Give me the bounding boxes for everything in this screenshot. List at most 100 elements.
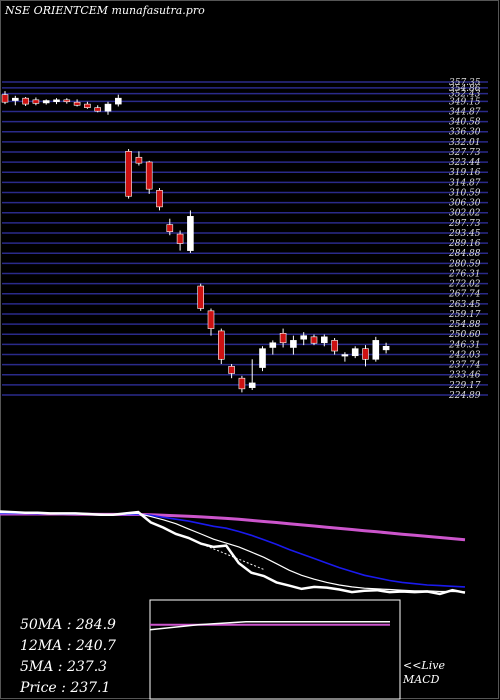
candle <box>207 308 215 336</box>
price-label: 314.87 <box>449 178 481 188</box>
legend-ma50: 50MA : 284.9 <box>20 617 116 633</box>
macd-line <box>149 621 390 631</box>
candle <box>135 151 143 166</box>
candle-body <box>135 156 143 164</box>
price-label: 340.58 <box>449 118 481 128</box>
moving-average-panel <box>0 510 466 596</box>
candle <box>248 359 256 391</box>
price-label: 293.45 <box>448 229 481 239</box>
candle-body <box>341 354 349 357</box>
candle-body <box>362 348 369 360</box>
price-label: 344.87 <box>449 107 481 117</box>
price-label: 319.16 <box>449 168 481 178</box>
price-label: 354.86 <box>449 84 481 94</box>
candle-body <box>104 103 112 112</box>
candle-body <box>228 366 235 374</box>
candle <box>300 332 308 346</box>
price-label: 233.46 <box>448 371 481 381</box>
chart-title: NSE ORIENTCEM munafasutra.pro <box>4 4 205 17</box>
candle <box>94 105 101 113</box>
candle <box>269 340 277 355</box>
candle-body <box>279 333 287 344</box>
price-label: 229.17 <box>448 381 481 391</box>
candle <box>238 375 246 393</box>
price-label: 237.74 <box>448 361 481 371</box>
price-label: 263.45 <box>448 300 481 310</box>
price-label: 284.88 <box>448 249 481 259</box>
price-label: 280.59 <box>448 259 481 269</box>
candle <box>341 352 349 362</box>
candle-body <box>53 99 60 103</box>
price-line <box>0 510 466 596</box>
price-label: 276.31 <box>448 269 481 279</box>
candle <box>12 95 19 106</box>
price-label: 254.88 <box>448 320 481 330</box>
candle-body <box>187 216 194 251</box>
macd-label: MACD <box>402 673 440 686</box>
ma12-line <box>0 512 466 588</box>
candle <box>156 187 163 211</box>
candle <box>279 328 287 348</box>
price-label: 323.44 <box>449 158 481 168</box>
candle-body <box>351 348 359 357</box>
price-label: 246.31 <box>448 340 481 350</box>
candle-body <box>84 103 91 108</box>
candle-body <box>300 335 308 340</box>
candle-body <box>94 107 101 112</box>
candle-body <box>1 94 9 103</box>
candle <box>115 94 122 107</box>
candle-body <box>145 161 153 190</box>
price-label: 336.30 <box>449 128 481 138</box>
price-grid <box>2 81 488 396</box>
price-label: 310.59 <box>449 188 481 198</box>
candle <box>22 97 29 106</box>
candle <box>104 101 112 115</box>
legend-price: Price : 237.1 <box>19 680 110 696</box>
price-label: 352.43 <box>449 90 481 100</box>
price-label: 259.17 <box>448 310 481 320</box>
candle <box>187 210 194 253</box>
candle <box>362 345 369 367</box>
candle <box>197 283 204 311</box>
candle <box>32 97 40 106</box>
candle-body <box>372 340 380 360</box>
candle <box>310 334 318 346</box>
price-label: 272.02 <box>448 280 481 290</box>
candle <box>290 335 297 355</box>
price-axis-labels: 357.35354.86352.43349.15344.87340.58336.… <box>448 78 481 401</box>
candle-body <box>310 336 318 344</box>
price-label: 289.16 <box>448 239 481 249</box>
candle-body <box>166 224 174 232</box>
price-label: 357.35 <box>449 78 481 88</box>
candle <box>320 334 328 347</box>
price-label: 297.73 <box>448 219 481 229</box>
ma50-line <box>0 512 466 542</box>
candle-body <box>218 330 225 360</box>
candle-body <box>382 345 390 351</box>
candle-body <box>73 101 81 106</box>
candle-body <box>156 190 163 208</box>
macd-box <box>149 599 401 700</box>
price-trend-dotted <box>150 521 265 570</box>
candle <box>84 101 91 109</box>
macd-live-label[interactable]: <<Live <box>403 659 445 672</box>
price-label: 332.01 <box>449 138 481 148</box>
candle <box>331 338 338 355</box>
candle-body <box>331 340 338 352</box>
candle <box>53 98 60 105</box>
candle <box>42 99 50 105</box>
candle <box>351 346 359 359</box>
candle <box>176 230 184 251</box>
price-label: 306.30 <box>449 199 481 209</box>
candle-body <box>63 99 71 103</box>
candle-body <box>259 348 266 368</box>
candle-body <box>42 100 50 104</box>
candle <box>259 346 266 372</box>
candle-body <box>32 99 40 104</box>
candle-body <box>22 97 29 105</box>
price-label: 327.73 <box>449 148 481 158</box>
candle-body <box>176 233 184 244</box>
candle-body <box>238 377 246 390</box>
candle <box>218 328 225 365</box>
